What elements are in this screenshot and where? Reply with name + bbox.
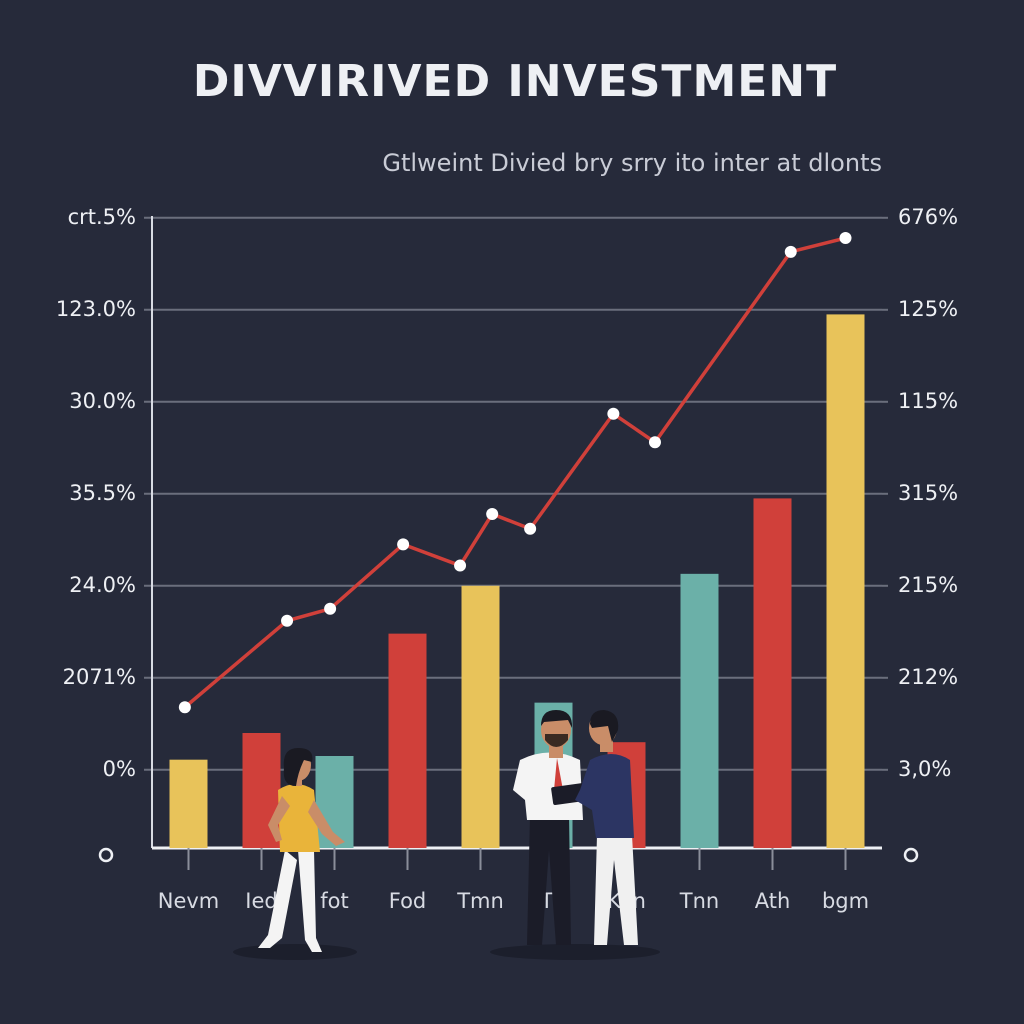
y-tick-label: 0% xyxy=(103,757,136,781)
line-point xyxy=(607,407,620,420)
x-tick-label: fot xyxy=(320,889,348,913)
line-point xyxy=(648,436,661,449)
x-tick-label: Fod xyxy=(389,889,427,913)
line-point xyxy=(178,701,191,714)
line-point xyxy=(486,508,499,521)
bar xyxy=(461,585,500,848)
line-point xyxy=(324,602,337,615)
y2-tick-label: 125% xyxy=(898,297,958,321)
line-point xyxy=(524,522,537,535)
line-point xyxy=(784,245,797,258)
shadow xyxy=(490,944,660,960)
y-tick-label: crt.5% xyxy=(68,205,136,229)
y-tick-label: 35.5% xyxy=(69,481,136,505)
x-tick-label: Ied xyxy=(245,889,277,913)
line-point xyxy=(397,538,410,551)
person-man xyxy=(513,710,587,945)
chart-title: DIVVIRIVED INVESTMENT xyxy=(193,56,837,107)
decor-circle xyxy=(98,847,114,863)
bar xyxy=(680,573,719,848)
line-point xyxy=(281,614,294,627)
y-tick-label: 30.0% xyxy=(69,389,136,413)
person-woman xyxy=(258,748,345,952)
y-tick-label: 2071% xyxy=(63,665,136,689)
x-tick-label: Nevm xyxy=(158,889,220,913)
shadow xyxy=(233,944,357,960)
y2-tick-label: 215% xyxy=(898,573,958,597)
y2-tick-label: 3,0% xyxy=(898,757,951,781)
y2-tick-label: 676% xyxy=(898,205,958,229)
person-man xyxy=(575,710,638,945)
x-tick-label: Tmn xyxy=(456,889,504,913)
decor-circle xyxy=(903,847,919,863)
y2-tick-label: 212% xyxy=(898,665,958,689)
y-tick-label: 123.0% xyxy=(56,297,136,321)
y2-tick-label: 315% xyxy=(898,481,958,505)
x-tick-label: Ath xyxy=(755,889,791,913)
chart-subtitle: Gtlweint Divied bry srry ito inter at dl… xyxy=(382,149,882,177)
line-point xyxy=(839,232,852,245)
bar xyxy=(388,633,427,848)
bar xyxy=(826,314,865,848)
line-point xyxy=(454,559,467,572)
illustration xyxy=(233,710,660,960)
bar xyxy=(169,759,208,848)
x-tick-label: bgm xyxy=(822,889,869,913)
bar xyxy=(753,498,792,848)
y-tick-label: 24.0% xyxy=(69,573,136,597)
plot-area: 0% 2071% 24.0% 35.5% 30.0% 123.0% crt.5% 3,0% 21… xyxy=(56,205,958,913)
x-tick-label: Tnn xyxy=(679,889,719,913)
y2-tick-label: 115% xyxy=(898,389,958,413)
